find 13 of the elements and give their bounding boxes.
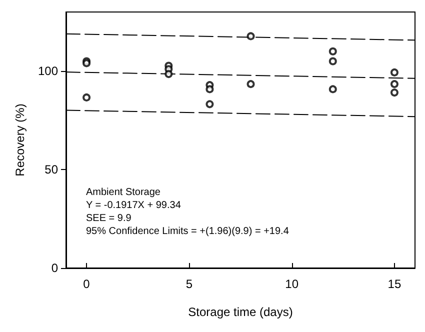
x-tick-label: 5 [186,277,193,291]
x-tick-label: 15 [388,277,402,291]
x-axis-title: Storage time (days) [188,305,293,319]
y-axis-title: Recovery (%) [13,104,27,176]
annotation: 95% Confidence Limits = +(1.96)(9.9) = +19.4 [86,226,290,237]
x-tick-label: 10 [285,277,299,291]
annotation: SEE = 9.9 [86,213,132,224]
y-tick-label: 100 [38,64,58,78]
y-tick-label: 50 [44,162,58,177]
annotation: Ambient Storage [86,187,161,198]
x-tick-label: 0 [83,277,90,291]
annotation: Y = -0.1917X + 99.34 [86,200,182,211]
y-tick-label: 0 [51,261,58,275]
